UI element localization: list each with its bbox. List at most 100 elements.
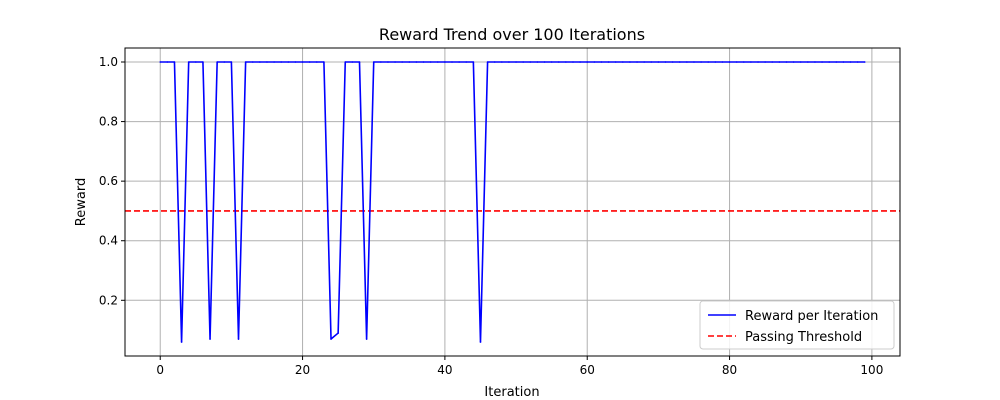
reward-data-point: [522, 61, 524, 63]
y-tick-label: 0.2: [99, 293, 118, 307]
reward-data-point: [614, 61, 617, 63]
reward-data-point: [287, 61, 290, 63]
reward-data-point: [771, 61, 774, 63]
reward-data-point: [629, 61, 631, 63]
reward-data-point: [856, 61, 859, 63]
reward-data-point: [735, 61, 738, 63]
reward-data-point: [173, 61, 176, 63]
reward-data-point: [187, 61, 190, 63]
reward-series-line: [160, 61, 865, 343]
reward-data-point: [742, 61, 745, 63]
legend-label: Reward per Iteration: [745, 309, 878, 324]
reward-data-point: [358, 61, 361, 63]
x-tick-label: 100: [860, 363, 883, 377]
reward-data-point: [501, 61, 503, 63]
reward-data-point: [778, 61, 781, 63]
reward-data-point: [479, 341, 482, 343]
reward-data-point: [657, 61, 660, 63]
reward-data-point: [515, 61, 517, 63]
reward-data-point: [721, 61, 724, 63]
reward-data-point: [415, 61, 418, 63]
reward-data-point: [387, 61, 389, 63]
reward-data-point: [408, 61, 411, 63]
y-axis-title: Reward: [74, 178, 89, 226]
reward-data-point: [750, 61, 752, 63]
y-tick-label: 1.0: [99, 55, 118, 69]
reward-data-point: [472, 61, 475, 63]
reward-data-point: [209, 338, 211, 340]
reward-data-point: [579, 61, 581, 63]
x-tick-label: 40: [437, 363, 452, 377]
reward-data-point: [650, 61, 653, 63]
reward-data-point: [301, 61, 304, 63]
reward-data-point: [330, 338, 332, 340]
reward-data-point: [529, 61, 532, 63]
reward-data-point: [294, 61, 297, 63]
reward-data-point: [671, 61, 674, 63]
reward-data-point: [202, 61, 204, 63]
reward-data-point: [508, 61, 510, 63]
reward-data-point: [799, 61, 802, 63]
reward-data-point: [280, 61, 283, 63]
reward-data-point: [686, 61, 688, 63]
legend-label: Passing Threshold: [745, 330, 862, 345]
x-tick-label: 80: [722, 363, 737, 377]
reward-data-point: [486, 61, 489, 63]
reward-data-point: [643, 61, 645, 63]
reward-data-point: [458, 61, 460, 63]
reward-data-point: [607, 61, 610, 63]
reward-data-point: [344, 61, 347, 63]
reward-data-point: [380, 61, 382, 63]
reward-data-point: [807, 61, 809, 63]
reward-data-point: [422, 61, 425, 63]
reward-data-point: [550, 61, 553, 63]
reward-data-point: [707, 61, 710, 63]
reward-data-point: [237, 338, 240, 340]
y-tick-label: 0.6: [99, 174, 118, 188]
x-axis-ticks: 0 20 40 60 80 100: [156, 356, 883, 377]
reward-data-point: [728, 61, 731, 63]
reward-data-point: [678, 61, 681, 63]
reward-data-point: [159, 61, 162, 63]
reward-data-point: [785, 61, 788, 63]
reward-data-point: [863, 61, 866, 63]
reward-data-point: [693, 61, 695, 63]
reward-data-point: [764, 61, 766, 63]
reward-data-point: [757, 61, 759, 63]
reward-data-point: [337, 332, 339, 334]
reward-data-point: [180, 341, 183, 343]
reward-data-point: [828, 61, 830, 63]
y-axis-ticks: 0.2 0.4 0.6 0.8 1.0: [99, 55, 125, 307]
reward-data-point: [465, 61, 468, 63]
reward-data-point: [622, 61, 624, 63]
reward-data-point: [835, 61, 838, 63]
reward-data-point: [536, 61, 539, 63]
plot-frame: [124, 47, 901, 357]
reward-data-point: [244, 61, 247, 63]
x-axis-title: Iteration: [484, 385, 539, 400]
reward-data-point: [323, 61, 325, 63]
reward-data-point: [251, 61, 254, 63]
reward-data-point: [565, 61, 567, 63]
reward-data-point: [444, 61, 446, 63]
reward-data-point: [664, 61, 667, 63]
legend: Reward per Iteration Passing Threshold: [699, 300, 895, 350]
reward-data-point: [429, 61, 432, 63]
reward-data-point: [849, 61, 852, 63]
reward-data-point: [195, 61, 197, 63]
x-tick-label: 0: [156, 363, 164, 377]
reward-data-point: [451, 61, 453, 63]
reward-data-point: [223, 61, 226, 63]
series-layer: [159, 61, 866, 343]
reward-data-point: [315, 61, 318, 63]
reward-data-point: [714, 61, 717, 63]
reward-data-point: [365, 338, 368, 340]
reward-data-point: [792, 61, 795, 63]
reward-data-point: [259, 61, 261, 63]
reward-data-point: [493, 61, 496, 63]
reward-data-point: [273, 61, 275, 63]
y-tick-label: 0.8: [99, 115, 118, 129]
reward-data-point: [821, 61, 823, 63]
